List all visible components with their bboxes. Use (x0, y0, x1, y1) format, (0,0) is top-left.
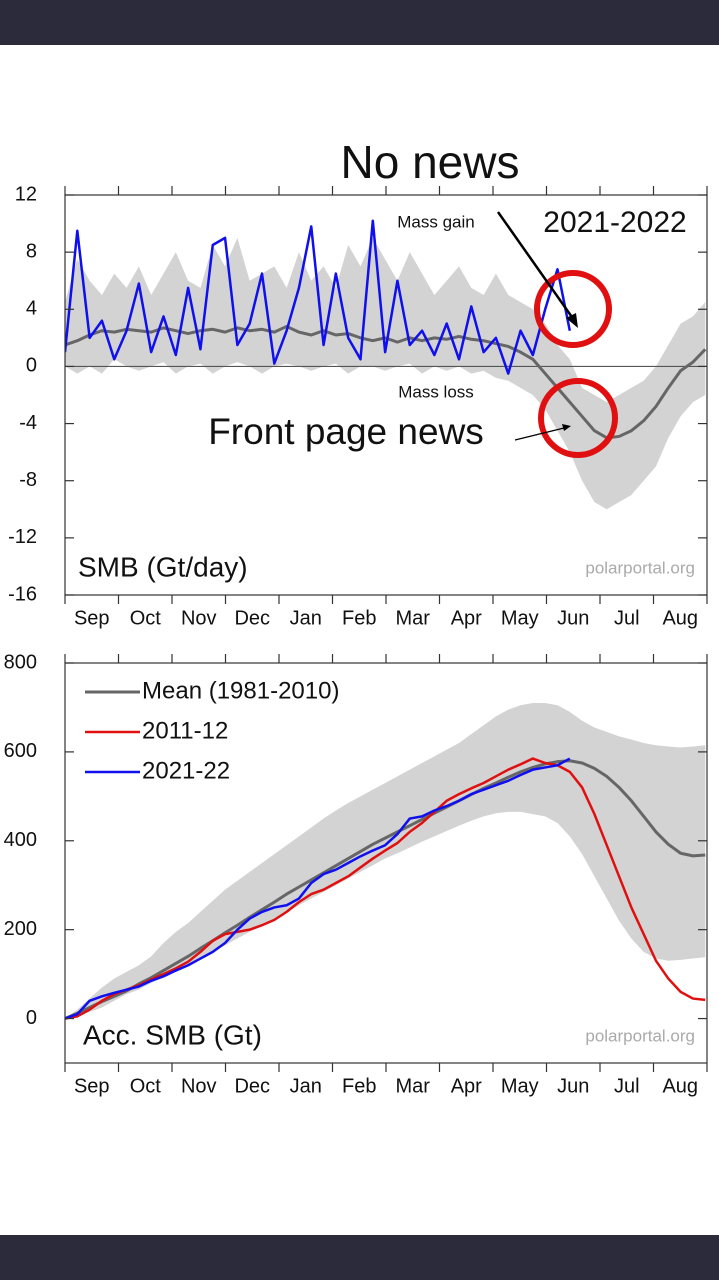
data-line (65, 324, 707, 440)
annotation: Mass loss (398, 382, 474, 401)
legend-label: 2011-12 (142, 717, 228, 744)
y-tick-label: 600 (4, 740, 37, 762)
x-tick-label: Jul (614, 607, 640, 629)
annotation: 2021-2022 (543, 206, 686, 239)
plot-area (65, 703, 706, 1020)
x-tick-label: Jul (614, 1075, 640, 1097)
y-tick-label: -16 (8, 583, 37, 605)
data-line (65, 219, 572, 375)
y-tick-label: 0 (26, 1007, 37, 1029)
legend-label: 2021-22 (142, 757, 230, 784)
x-tick-label: May (501, 607, 539, 629)
data-line (65, 759, 706, 1020)
acc-smb-chart: 800 600 400 200 0 Sep Oct Nov Dec Jan Feb Mar Apr May… (4, 651, 708, 1097)
highlight-circle (538, 378, 618, 458)
x-tick-label: Oct (130, 1075, 162, 1097)
y-tick-label: -8 (19, 469, 37, 491)
annotations: No news Mass gain 2021-2022 Mass loss Fr… (208, 136, 687, 458)
arrow-head (566, 313, 578, 328)
source-label: polarportal.org (585, 558, 695, 577)
x-tick-label: Jun (557, 1075, 589, 1097)
top-bar (0, 0, 719, 45)
range-band (65, 237, 706, 510)
range-band (65, 703, 706, 1019)
panel-label: SMB (Gt/day) (78, 551, 248, 582)
highlight-circle (534, 270, 612, 348)
plot-area (65, 219, 707, 510)
y-tick-label: 12 (15, 183, 37, 205)
y-tick-label: 200 (4, 918, 37, 940)
x-tick-label: Aug (662, 1075, 698, 1097)
y-tick-label: 0 (26, 355, 37, 377)
x-tick-label: Apr (451, 1075, 482, 1097)
x-tick-label: Nov (181, 607, 217, 629)
arrow (496, 211, 576, 321)
x-tick-label: Feb (342, 1075, 376, 1097)
arrow-head (562, 424, 571, 431)
x-tick-label: Sep (74, 607, 110, 629)
source-label: polarportal.org (585, 1026, 695, 1045)
x-tick-label: May (501, 1075, 539, 1097)
y-tick-label: -4 (19, 412, 37, 434)
y-tick-label: -12 (8, 526, 37, 548)
data-line (65, 757, 706, 1020)
y-tick-label: 8 (26, 240, 37, 262)
bottom-bar (0, 1235, 719, 1280)
x-tick-label: Sep (74, 1075, 110, 1097)
data-line (65, 757, 571, 1020)
annotation: No news (341, 136, 520, 188)
y-tick-label: 4 (26, 298, 37, 320)
x-tick-label: Feb (342, 607, 376, 629)
x-tick-label: Jun (557, 607, 589, 629)
legend-label: Mean (1981-2010) (142, 677, 339, 704)
annotation: Front page news (208, 411, 484, 452)
annotation: Mass gain (397, 212, 474, 231)
smb-chart: 12 8 4 0 -4 -8 -12 -16 Sep Oct Nov Dec Jan Feb Mar Apr M… (8, 183, 708, 629)
x-tick-label: Dec (234, 607, 270, 629)
x-tick-label: Nov (181, 1075, 217, 1097)
x-tick-label: Mar (396, 607, 431, 629)
y-tick-label: 400 (4, 829, 37, 851)
x-tick-label: Oct (130, 607, 162, 629)
x-tick-label: Jan (290, 607, 322, 629)
x-tick-label: Mar (396, 1075, 431, 1097)
x-tick-label: Aug (662, 607, 698, 629)
arrow (514, 427, 565, 441)
y-tick-label: 800 (4, 651, 37, 673)
x-tick-label: Dec (234, 1075, 270, 1097)
x-tick-label: Jan (290, 1075, 322, 1097)
x-tick-label: Apr (451, 607, 482, 629)
panel-label: Acc. SMB (Gt) (83, 1019, 262, 1050)
